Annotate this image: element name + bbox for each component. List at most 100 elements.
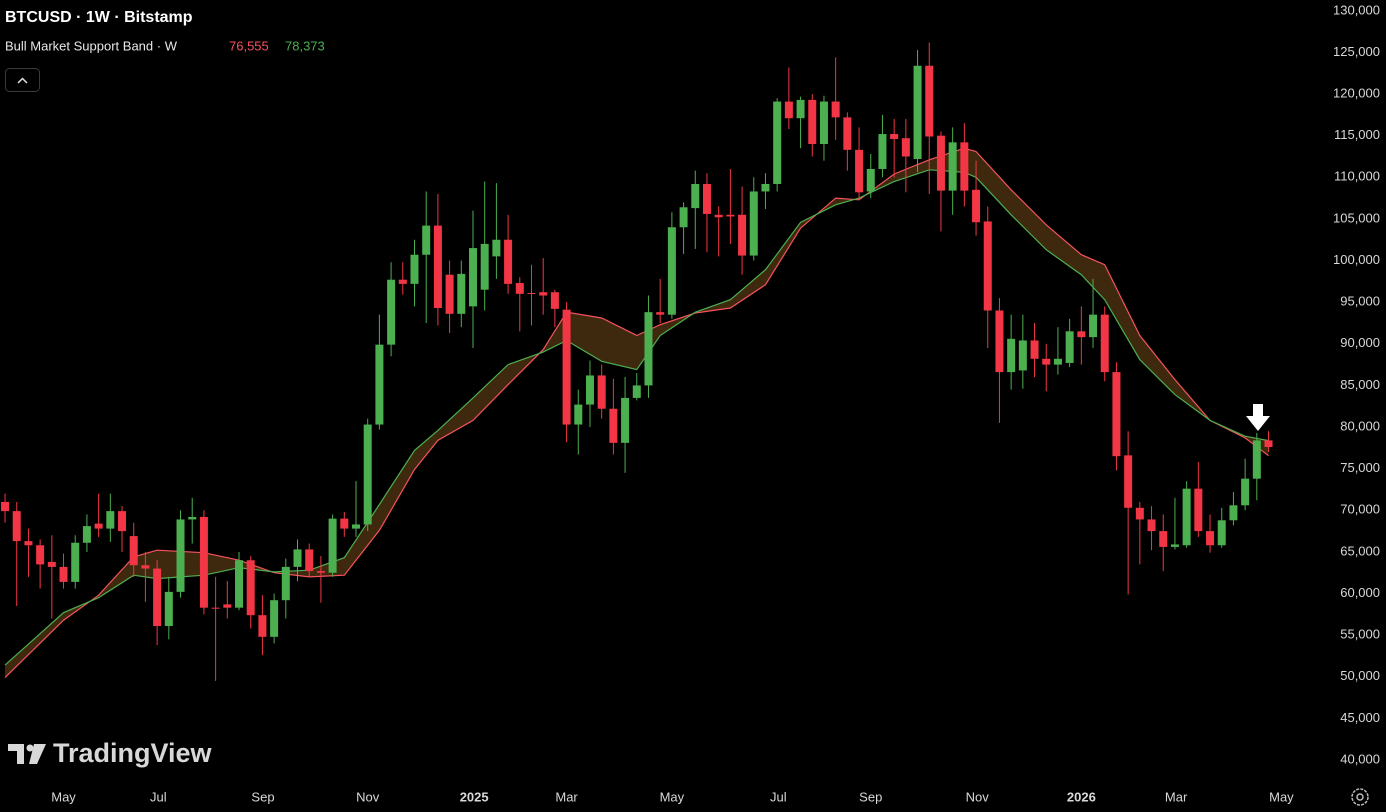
gear-icon[interactable] [1351, 788, 1369, 806]
indicator-value: 76,555 [229, 38, 269, 53]
watermark-text: TradingView [53, 738, 213, 768]
candle-body [1182, 488, 1191, 546]
candle-body [36, 545, 45, 565]
y-tick-label: 80,000 [1340, 418, 1380, 433]
candle-body [12, 511, 21, 542]
candle-body [94, 523, 103, 529]
candle-body [1252, 440, 1261, 479]
logo-mark [8, 744, 24, 764]
y-tick-label: 95,000 [1340, 294, 1380, 309]
candle-body [1030, 340, 1039, 359]
candle-body [597, 375, 606, 409]
candle-body [1065, 331, 1074, 363]
candle-body [890, 134, 899, 140]
candle-body [808, 99, 817, 145]
candle-body [866, 168, 875, 192]
candle-body [948, 142, 957, 191]
plot-area [1, 42, 1273, 681]
settings-button[interactable] [1351, 788, 1369, 806]
y-tick-label: 85,000 [1340, 377, 1380, 392]
candle-body [328, 518, 337, 573]
chevron-icon[interactable] [17, 77, 28, 84]
candle-body [211, 607, 220, 609]
candle-body [539, 292, 548, 296]
candle-body [925, 65, 934, 137]
candle-body [691, 183, 700, 209]
y-tick-label: 120,000 [1333, 86, 1380, 101]
candle-body [738, 214, 747, 256]
watermark: TradingView [8, 738, 213, 768]
x-tick-label: Mar [1165, 789, 1188, 804]
candle-body [632, 385, 641, 398]
candle-body [316, 571, 325, 573]
y-tick-label: 110,000 [1334, 169, 1380, 184]
candle-body [129, 536, 138, 566]
candle-body [340, 518, 349, 529]
candle-body [995, 310, 1004, 373]
candle-body [1, 501, 10, 512]
candle-body [445, 274, 454, 314]
candle-body [983, 221, 992, 311]
candle-body [199, 516, 208, 608]
candle-body [188, 516, 197, 520]
x-tick-label: Sep [251, 789, 274, 804]
y-tick-label: 55,000 [1340, 627, 1380, 642]
candle-body [1042, 358, 1051, 365]
candle-body [118, 511, 127, 532]
candle-body [1206, 531, 1215, 546]
y-tick-label: 40,000 [1340, 751, 1380, 766]
x-tick-label: Nov [356, 789, 380, 804]
candle-body [82, 526, 91, 543]
candle-body [913, 65, 922, 159]
candle-body [1112, 372, 1121, 457]
candle-body [1089, 314, 1098, 338]
y-tick-label: 70,000 [1340, 502, 1380, 517]
indicator-name: Bull Market Support Band · W [5, 38, 178, 53]
candle-body [726, 214, 735, 217]
candle-body [153, 568, 162, 627]
candle-body [1135, 507, 1144, 520]
y-tick-label: 100,000 [1333, 252, 1380, 267]
annotation-arrow [1246, 404, 1270, 431]
candle-body [480, 243, 489, 290]
y-tick-label: 60,000 [1340, 585, 1380, 600]
x-tick-label: May [51, 789, 76, 804]
candle-body [1018, 340, 1027, 371]
gear-icon[interactable] [1356, 793, 1364, 801]
candle-body [504, 239, 513, 284]
candle-body [960, 142, 969, 191]
candle-body [585, 375, 594, 405]
candle-body [71, 542, 80, 582]
candle-body [433, 225, 442, 309]
candle-body [1147, 519, 1156, 532]
candle-body [246, 560, 255, 616]
x-tick-label: Sep [859, 789, 882, 804]
candle-body [363, 424, 372, 525]
button-frame[interactable] [5, 68, 40, 92]
candle-body [901, 138, 910, 157]
candle-body [773, 101, 782, 184]
collapse-button[interactable] [5, 68, 40, 92]
candle-body [352, 524, 361, 529]
candle-body [784, 101, 793, 119]
y-tick-label: 130,000 [1333, 2, 1380, 17]
candle-body [621, 397, 630, 443]
candle-body [878, 134, 887, 169]
candle-body [843, 117, 852, 150]
candle-body [972, 189, 981, 223]
logo-mark [29, 744, 46, 764]
y-tick-label: 105,000 [1333, 210, 1380, 225]
x-tick-label: Nov [966, 789, 990, 804]
candle-body [761, 183, 770, 192]
logo-mark [26, 744, 34, 752]
x-tick-label: 2026 [1067, 789, 1096, 804]
candle-body [515, 283, 524, 294]
candle-body [819, 101, 828, 145]
candle-body [527, 293, 536, 295]
candle-body [749, 191, 758, 256]
candle-body [796, 99, 805, 119]
y-tick-label: 75,000 [1340, 460, 1380, 475]
x-tick-label: Mar [555, 789, 578, 804]
candle-body [574, 404, 583, 425]
candle-body [936, 135, 945, 191]
